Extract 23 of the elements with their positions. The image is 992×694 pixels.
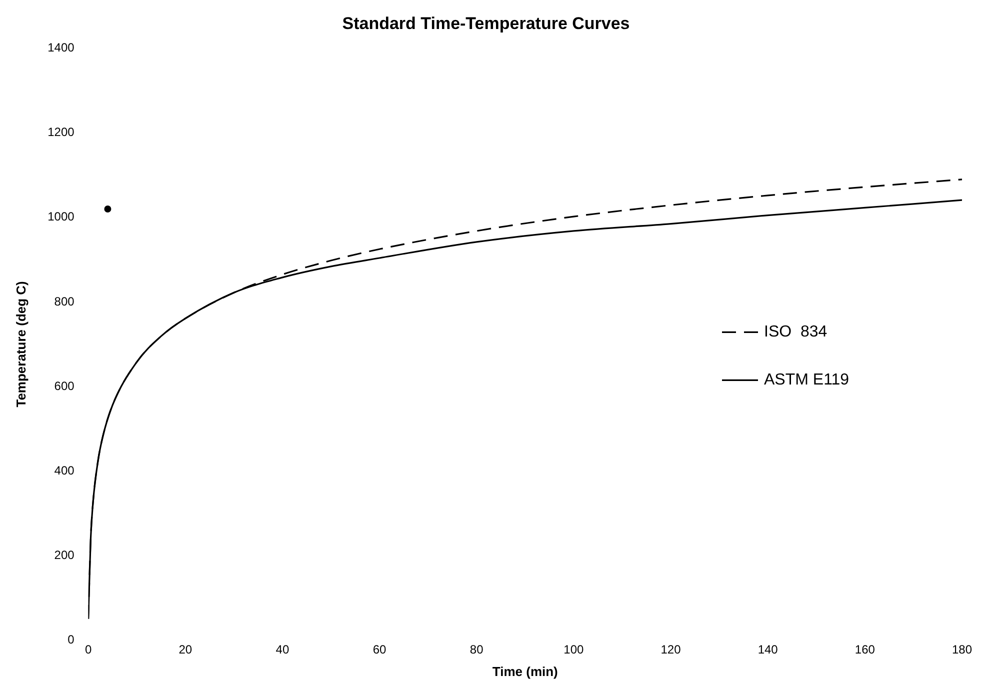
- x-tick-label: 100: [564, 642, 584, 657]
- legend-label: ASTM E119: [764, 372, 850, 389]
- x-tick-label: 40: [276, 642, 290, 657]
- legend-label: ISO 834: [764, 324, 828, 341]
- x-tick-label: 0: [84, 642, 92, 657]
- y-tick-label: 400: [54, 463, 75, 478]
- x-tick-label: 120: [660, 642, 682, 657]
- y-tick-label: 800: [54, 294, 75, 308]
- y-axis-title: Temperature (deg C): [13, 281, 28, 408]
- y-tick-label: 1200: [48, 125, 75, 140]
- y-tick-label: 600: [54, 378, 75, 393]
- x-tick-label: 20: [178, 642, 192, 657]
- y-tick-label: 1400: [48, 40, 75, 55]
- x-axis-title: Time (min): [492, 664, 558, 679]
- x-tick-label: 180: [952, 642, 972, 657]
- chart-title: Standard Time-Temperature Curves: [342, 14, 630, 33]
- x-tick-label: 80: [470, 642, 484, 657]
- y-tick-label: 1000: [48, 210, 75, 224]
- x-tick-label: 160: [854, 642, 876, 657]
- y-tick-label: 0: [68, 632, 75, 646]
- y-tick-label: 200: [54, 548, 75, 562]
- x-tick-label: 140: [758, 642, 778, 657]
- x-tick-label: 60: [372, 642, 387, 657]
